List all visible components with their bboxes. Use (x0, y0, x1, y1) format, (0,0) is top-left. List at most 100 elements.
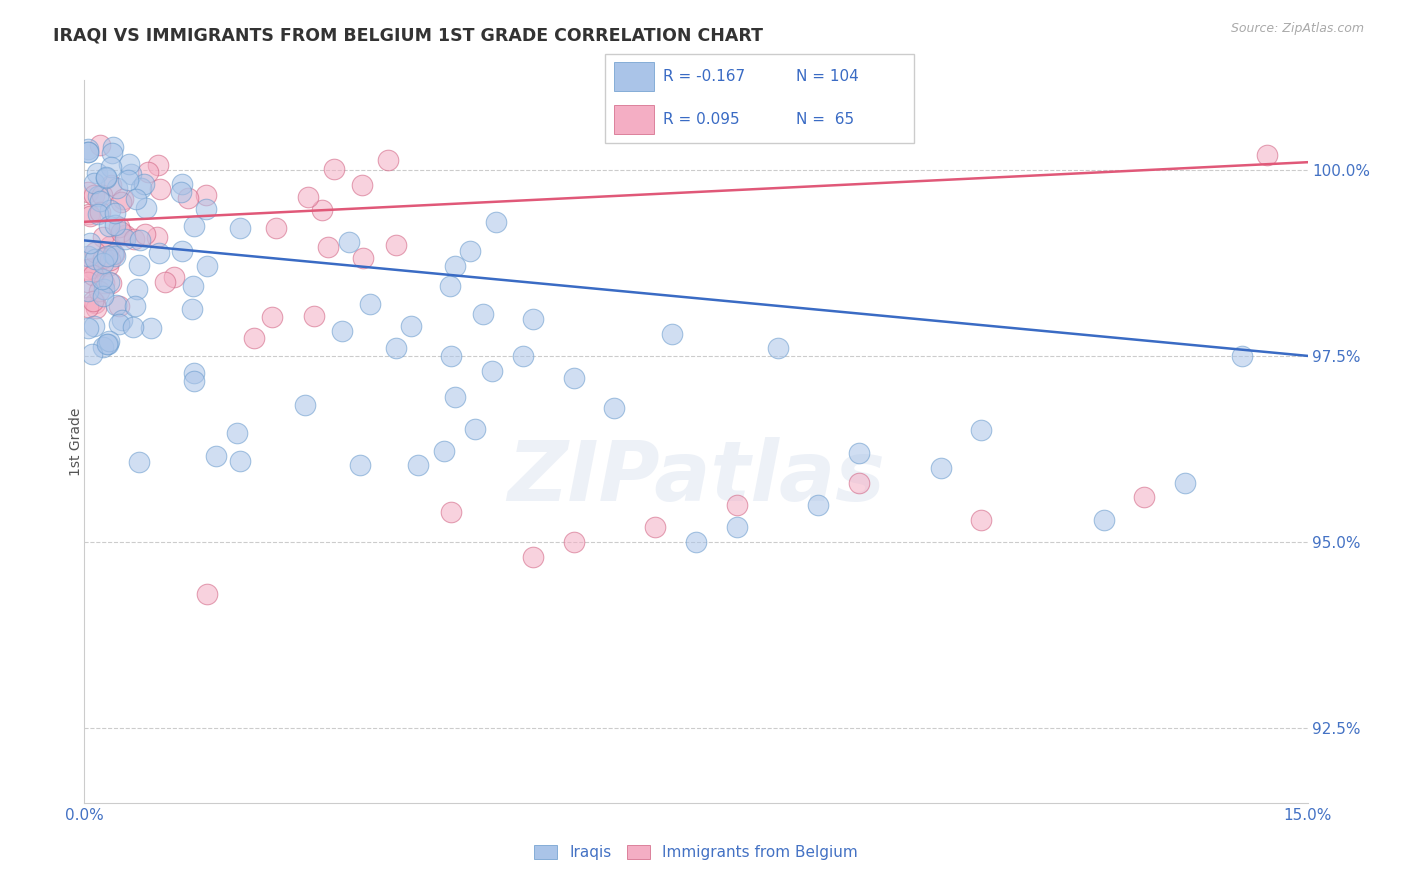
Point (385, 237, 408, 252)
Text: Source: ZipAtlas.com: Source: ZipAtlas.com (1230, 22, 1364, 36)
Point (229, 454, 252, 468)
Text: IRAQI VS IMMIGRANTS FROM BELGIUM 1ST GRADE CORRELATION CHART: IRAQI VS IMMIGRANTS FROM BELGIUM 1ST GRA… (53, 27, 763, 45)
Point (97, 260, 120, 274)
Point (82, 347, 104, 361)
Point (349, 458, 371, 473)
Point (120, 167, 142, 181)
Point (970, 423, 993, 437)
Point (114, 232, 136, 246)
Point (1232, 349, 1254, 363)
Point (77, 249, 100, 263)
Point (128, 454, 150, 468)
Point (105, 181, 128, 195)
Point (96, 337, 118, 351)
Point (134, 227, 156, 241)
Point (242, 331, 264, 345)
Point (929, 460, 952, 475)
Point (98, 253, 121, 268)
Point (93, 276, 115, 290)
Point (100, 160, 122, 174)
Point (122, 320, 145, 334)
Point (970, 513, 993, 527)
Point (87, 188, 110, 202)
Point (471, 307, 494, 321)
Point (146, 229, 169, 244)
Point (91, 256, 114, 270)
Point (385, 341, 408, 355)
Point (104, 206, 127, 220)
Point (359, 297, 381, 311)
Point (84, 301, 107, 315)
Point (1256, 148, 1278, 162)
Point (129, 181, 152, 195)
Point (84, 263, 107, 277)
Point (1133, 491, 1156, 505)
Point (114, 227, 136, 242)
Point (644, 520, 666, 534)
Point (77, 145, 100, 160)
Point (177, 191, 200, 205)
Point (108, 299, 131, 313)
Point (183, 374, 205, 388)
Point (485, 215, 508, 229)
Point (91, 230, 114, 244)
Point (603, 401, 626, 415)
Point (149, 182, 172, 196)
Point (377, 153, 399, 168)
Point (807, 498, 830, 512)
Point (96, 249, 118, 263)
Point (195, 587, 218, 601)
Point (350, 178, 373, 192)
Point (83, 319, 105, 334)
Point (82, 293, 104, 308)
Point (766, 342, 789, 356)
Point (443, 390, 465, 404)
Point (77, 300, 100, 314)
Point (91, 271, 114, 285)
Text: R = 0.095: R = 0.095 (664, 112, 740, 127)
FancyBboxPatch shape (605, 54, 914, 143)
Point (89, 137, 111, 152)
Point (322, 162, 344, 177)
Point (433, 444, 456, 458)
Point (148, 246, 170, 260)
Point (170, 185, 193, 199)
Point (226, 425, 249, 440)
Point (132, 177, 155, 191)
Point (399, 319, 422, 334)
Point (77, 185, 100, 199)
Point (103, 218, 125, 232)
Point (110, 225, 132, 239)
Point (443, 260, 465, 274)
Point (562, 371, 585, 385)
Point (84, 296, 107, 310)
Legend: Iraqis, Immigrants from Belgium: Iraqis, Immigrants from Belgium (534, 845, 858, 860)
Point (124, 299, 146, 313)
Point (77, 143, 100, 157)
Point (103, 249, 125, 263)
Point (77, 284, 100, 298)
Point (195, 259, 218, 273)
Point (96, 169, 118, 184)
Point (136, 165, 159, 179)
Point (183, 219, 205, 233)
Point (139, 320, 162, 334)
FancyBboxPatch shape (614, 62, 654, 91)
Y-axis label: 1st Grade: 1st Grade (69, 408, 83, 475)
Point (183, 367, 205, 381)
Point (79, 235, 101, 250)
Point (93, 340, 115, 354)
Point (91, 251, 114, 265)
Point (108, 317, 131, 331)
FancyBboxPatch shape (614, 105, 654, 134)
Point (128, 258, 150, 272)
Point (311, 202, 333, 217)
Point (93, 282, 115, 296)
Point (481, 364, 503, 378)
Point (316, 239, 339, 253)
Point (103, 247, 125, 261)
Point (79, 209, 101, 223)
Point (89, 194, 111, 208)
Point (122, 232, 145, 246)
Point (77, 262, 100, 277)
